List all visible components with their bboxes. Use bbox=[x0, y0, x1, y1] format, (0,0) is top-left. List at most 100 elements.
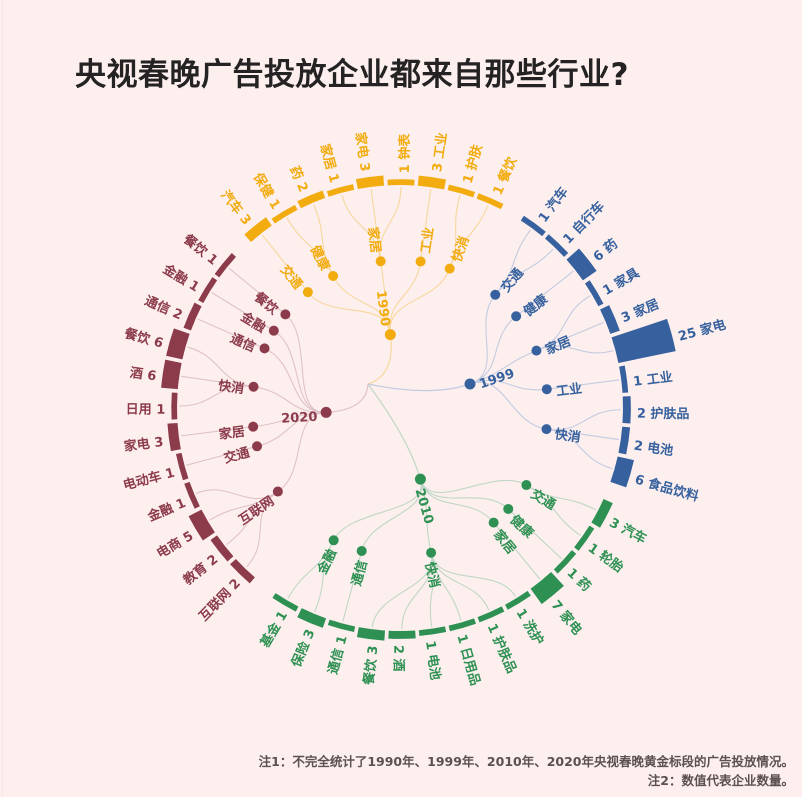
category-label-1990-快消: 快消 bbox=[449, 234, 473, 264]
leaf-label-2010-护肤品: 1 护肤品 bbox=[484, 621, 520, 676]
category-node-1999-家居 bbox=[531, 345, 542, 356]
category-node-2020-互联网 bbox=[272, 486, 283, 497]
link-2010-家居-家电 bbox=[493, 522, 541, 580]
bar-2020-教育-2 bbox=[210, 535, 234, 562]
link-1999-交通 bbox=[469, 294, 496, 385]
leaf-label-1990-钟表: 1 钟表 bbox=[397, 133, 413, 174]
category-label-2020-餐饮: 餐饮 bbox=[250, 288, 282, 318]
bar-1990-工业-3 bbox=[417, 175, 447, 190]
leaf-label-1999-药: 6 药 bbox=[590, 236, 621, 265]
category-node-2020-通信 bbox=[259, 343, 270, 354]
bar-2020-互联网-2 bbox=[230, 558, 255, 584]
leaf-label-1999-家具: 1 家具 bbox=[600, 265, 642, 299]
link-2020-通信-通信 bbox=[197, 318, 265, 349]
bar-2010-药-1 bbox=[553, 550, 577, 574]
link-root-1990 bbox=[367, 334, 392, 385]
category-node-2010-通信 bbox=[356, 545, 367, 556]
link-1999-家居-家居 bbox=[536, 321, 604, 352]
link-2020-快消-餐饮 bbox=[187, 346, 254, 388]
category-label-2020-快消: 快消 bbox=[217, 378, 245, 398]
link-2020-互联网-金融 bbox=[195, 489, 279, 500]
bar-2020-日用-1 bbox=[171, 392, 178, 420]
link-2010-健康-药 bbox=[507, 508, 563, 560]
bar-2020-电商-5 bbox=[188, 509, 215, 541]
category-label-2010-家居: 家居 bbox=[490, 527, 519, 557]
category-node-2020-快消 bbox=[248, 381, 259, 392]
link-2010-快消-电池 bbox=[429, 552, 435, 627]
year-node-1990 bbox=[384, 329, 396, 341]
link-1990-交通-汽车 bbox=[261, 234, 309, 293]
link-1990-快消-护肤 bbox=[449, 195, 461, 269]
bar-2010-护肤品-1 bbox=[477, 606, 505, 623]
link-2010-金融-基金 bbox=[287, 540, 335, 599]
link-2020-互联网-互联网 bbox=[246, 491, 279, 568]
link-2020-金融 bbox=[273, 330, 327, 413]
link-1999-家居-家具 bbox=[536, 295, 591, 352]
link-1999-健康-药 bbox=[515, 270, 574, 317]
leaf-label-2020-金融: 金融 1 bbox=[145, 495, 189, 525]
leaf-label-1999-食品饮料: 6 食品饮料 bbox=[633, 471, 700, 504]
bar-2020-餐饮-1 bbox=[214, 253, 236, 278]
leaf-label-1990-餐饮: 1 餐饮 bbox=[490, 154, 521, 198]
link-1999-家居 bbox=[469, 350, 537, 385]
category-node-1990-交通 bbox=[302, 287, 313, 298]
link-1990-快消-餐饮 bbox=[449, 205, 489, 269]
leaf-label-2020-电动车: 电动车 1 bbox=[121, 465, 176, 494]
bar-1999-自行车-1 bbox=[544, 234, 569, 257]
category-node-2010-健康 bbox=[503, 503, 514, 514]
link-2010-快消-餐饮 bbox=[371, 552, 433, 628]
category-label-1990-家居: 家居 bbox=[364, 226, 383, 254]
category-node-2010-金融 bbox=[328, 535, 339, 546]
leaf-label-2020-酒: 酒 6 bbox=[129, 366, 157, 385]
leaf-label-1999-汽车: 1 汽车 bbox=[535, 184, 571, 225]
category-label-1990-工业: 工业 bbox=[418, 226, 437, 254]
bar-2020-金融-1 bbox=[198, 277, 218, 303]
bar-1999-食品饮料-6 bbox=[610, 456, 634, 488]
link-1990-工业 bbox=[389, 261, 422, 335]
category-node-2020-交通 bbox=[252, 441, 263, 452]
leaf-label-1999-自行车: 1 自行车 bbox=[560, 198, 608, 247]
leaf-label-2010-通信: 通信 1 bbox=[325, 634, 351, 676]
category-label-2010-快消: 快消 bbox=[421, 561, 442, 590]
leaf-label-2020-家电: 家电 3 bbox=[123, 434, 164, 455]
link-1999-快消-护肤品 bbox=[546, 409, 621, 431]
leaf-label-1990-家居: 家居 1 bbox=[316, 142, 342, 184]
bar-1990-护肤-1 bbox=[447, 184, 476, 198]
link-1990-快消 bbox=[389, 268, 451, 335]
category-node-2010-家居 bbox=[488, 517, 499, 528]
leaf-label-2020-餐饮: 餐饮 6 bbox=[122, 325, 165, 352]
link-1990-家居 bbox=[380, 261, 391, 335]
leaf-label-1990-工业: 3 工业 bbox=[429, 131, 450, 172]
bar-1990-家居-1 bbox=[326, 184, 355, 197]
link-2010-交通-轮胎 bbox=[526, 484, 581, 536]
category-node-1999-快消 bbox=[541, 424, 552, 435]
leaf-label-2010-家电: 7 家电 bbox=[548, 597, 585, 638]
bar-2020-金融-1 bbox=[184, 481, 200, 509]
bar-1990-药-2 bbox=[297, 190, 326, 209]
link-2020-餐饮-餐饮 bbox=[228, 267, 286, 315]
category-label-2020-通信: 通信 bbox=[228, 330, 258, 355]
link-2020-通信 bbox=[264, 347, 327, 413]
link-2020-家居-家电 bbox=[180, 426, 254, 437]
bar-2010-汽车-3 bbox=[591, 499, 613, 528]
link-root-2020 bbox=[326, 383, 369, 413]
link-2010-快消-护肤品 bbox=[430, 552, 490, 611]
leaf-label-2010-轮胎: 1 轮胎 bbox=[585, 540, 627, 576]
category-node-1990-工业 bbox=[415, 256, 426, 267]
footnote-1: 注1：不完全统计了1990年、1999年、2010年、2020年央视春晚黄金标段… bbox=[258, 754, 794, 769]
link-2010-家居 bbox=[419, 478, 495, 523]
link-2020-交通-电动车 bbox=[186, 445, 258, 466]
link-2020-金融-金融 bbox=[211, 292, 275, 332]
category-label-2020-交通: 交通 bbox=[222, 445, 251, 467]
link-1990-工业-工业 bbox=[420, 189, 432, 262]
link-2020-快消 bbox=[253, 386, 327, 413]
link-root-1999 bbox=[367, 383, 471, 392]
leaf-label-2020-教育: 教育 2 bbox=[179, 551, 221, 589]
page-title: 央视春晚广告投放企业都来自那些行业? bbox=[75, 56, 629, 93]
link-1999-交通-汽车 bbox=[494, 229, 531, 296]
category-node-1999-工业 bbox=[541, 384, 552, 395]
bar-1999-电池-2 bbox=[618, 426, 631, 455]
category-node-1990-快消 bbox=[444, 263, 455, 274]
category-node-1990-健康 bbox=[328, 270, 339, 281]
